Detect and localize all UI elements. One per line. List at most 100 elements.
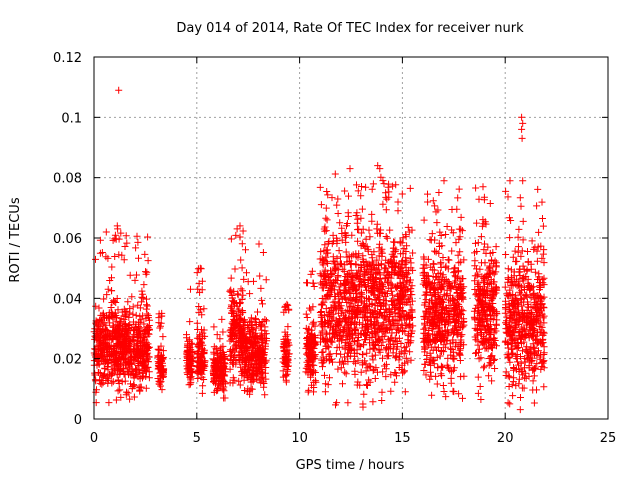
data-point — [129, 310, 137, 318]
data-point — [240, 338, 248, 346]
data-point — [239, 227, 247, 235]
data-point — [130, 374, 138, 382]
data-point — [184, 337, 192, 345]
data-point — [238, 349, 246, 356]
data-point — [196, 341, 204, 349]
data-point — [252, 315, 259, 323]
data-point — [307, 333, 314, 341]
data-point — [183, 348, 191, 356]
data-point — [96, 376, 104, 384]
data-point — [242, 357, 249, 365]
data-point — [226, 327, 234, 335]
data-point — [246, 290, 254, 298]
data-point — [109, 378, 117, 386]
data-point — [130, 341, 138, 349]
data-point — [240, 376, 248, 384]
data-point — [101, 370, 108, 378]
data-point — [240, 359, 248, 366]
data-point — [105, 399, 113, 407]
data-point — [237, 363, 245, 371]
data-point — [183, 362, 191, 370]
data-point — [100, 351, 108, 359]
data-point — [143, 368, 150, 376]
data-point — [218, 315, 226, 323]
data-point — [119, 351, 127, 359]
data-point — [230, 322, 238, 330]
data-point — [257, 355, 265, 363]
data-point — [228, 307, 236, 315]
data-point — [137, 298, 145, 306]
data-point — [253, 363, 261, 371]
data-point — [121, 243, 129, 250]
x-tick-label: 0 — [90, 431, 98, 446]
data-point — [240, 325, 248, 333]
data-point — [321, 388, 329, 396]
data-point — [391, 378, 399, 386]
data-point — [210, 323, 218, 331]
data-point — [258, 296, 266, 304]
data-point — [108, 274, 115, 282]
data-point — [114, 306, 122, 314]
data-point — [122, 232, 130, 240]
data-point — [307, 270, 315, 278]
data-point — [108, 263, 116, 271]
data-point — [220, 372, 228, 380]
data-point — [360, 390, 368, 398]
data-point — [307, 306, 315, 314]
data-point — [258, 321, 265, 329]
data-point — [126, 309, 134, 317]
data-point — [125, 361, 133, 369]
data-point — [91, 369, 99, 377]
data-point — [140, 281, 148, 289]
data-point — [143, 295, 150, 303]
data-point — [120, 256, 128, 264]
data-point — [285, 305, 293, 313]
data-point — [100, 295, 108, 303]
data-point — [227, 274, 235, 282]
data-point — [281, 328, 289, 336]
data-point — [235, 319, 243, 326]
data-point — [95, 304, 103, 312]
data-point — [212, 345, 220, 353]
data-point — [157, 322, 164, 330]
data-point — [210, 355, 218, 363]
data-point — [107, 341, 115, 349]
data-point — [230, 307, 238, 315]
data-point — [141, 250, 149, 258]
data-point — [307, 373, 315, 381]
data-point — [241, 329, 249, 337]
data-point — [91, 345, 99, 353]
data-point — [311, 377, 319, 385]
y-tick-label: 0.1 — [61, 111, 82, 126]
data-point — [124, 325, 132, 332]
data-point — [159, 333, 167, 341]
data-point — [199, 334, 207, 342]
data-point — [95, 350, 103, 358]
data-point — [303, 314, 311, 321]
data-point — [238, 296, 246, 303]
data-point — [235, 352, 243, 359]
data-point — [143, 268, 151, 276]
data-point — [111, 344, 119, 352]
data-point — [118, 251, 126, 259]
data-point — [255, 240, 263, 248]
data-point — [111, 235, 119, 243]
data-point — [281, 363, 289, 370]
data-point — [114, 331, 122, 339]
chart-title: Day 014 of 2014, Rate Of TEC Index for r… — [176, 21, 524, 36]
data-point — [92, 319, 100, 327]
data-point — [257, 284, 265, 292]
data-point — [246, 390, 254, 398]
data-point — [131, 276, 139, 284]
data-point — [247, 378, 255, 386]
data-point — [134, 238, 142, 246]
data-point — [114, 376, 122, 384]
data-point — [282, 376, 290, 384]
data-point — [210, 375, 218, 383]
data-point — [130, 327, 137, 335]
data-point — [263, 337, 271, 345]
data-point — [157, 342, 165, 350]
data-point — [158, 309, 166, 317]
data-point — [137, 383, 145, 391]
